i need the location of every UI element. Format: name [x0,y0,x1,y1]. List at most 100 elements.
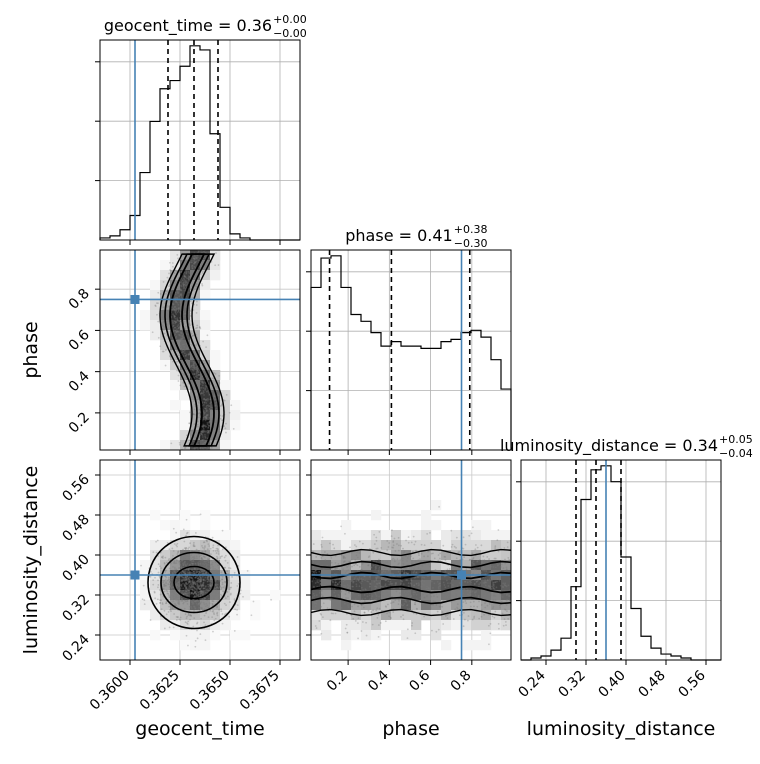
density-bin [230,420,241,431]
sample-point [331,580,334,583]
sample-point [172,562,175,564]
sample-point [468,591,471,594]
sample-point [427,563,430,566]
density-bin [180,530,191,541]
sample-point [236,604,239,607]
sample-point [466,619,469,622]
sample-point [415,549,417,552]
sample-point [176,583,179,586]
sample-point [420,585,423,588]
sample-point [218,569,221,571]
sample-point [180,572,183,574]
sample-point [376,575,379,578]
sample-point [178,326,181,329]
sample-point [185,583,188,586]
sample-point [176,311,179,314]
sample-point [352,585,354,588]
sample-point [202,584,205,586]
sample-point [375,536,378,539]
sample-point [183,561,186,564]
sample-point [209,593,211,596]
sample-point [362,578,365,581]
sample-point [196,374,199,377]
sample-point [211,591,214,594]
sample-point [161,556,163,558]
sample-point [178,599,181,602]
sample-point [375,577,378,580]
sample-point [361,621,364,623]
sample-point [329,599,332,601]
sample-point [207,426,210,428]
sample-point [192,592,195,595]
sample-point [387,603,389,606]
density-bin [311,610,322,621]
sample-point [180,331,182,334]
sample-point [499,594,502,597]
density-bin [180,250,191,261]
sample-point [166,317,169,319]
density-bin [321,620,332,631]
sample-point [213,619,216,622]
density-bin [190,600,201,611]
sample-point [183,275,186,278]
sample-point [329,579,332,582]
density-bin [411,620,422,631]
density-bin [190,640,201,651]
sample-point [334,583,336,586]
sample-point [196,575,199,578]
sample-point [360,603,363,606]
sample-point [212,431,215,434]
sample-point [169,608,171,611]
sample-point [199,513,202,516]
sample-point [169,596,172,599]
sample-point [221,415,224,417]
sample-point [192,366,194,369]
sample-point [191,356,194,359]
density-bin [170,590,181,601]
sample-point [186,277,188,280]
density-bin [381,610,392,621]
sample-point [182,593,185,595]
density-bin [401,630,412,641]
sample-point [202,381,205,384]
sample-point [171,302,174,305]
sample-point [182,528,185,531]
density-bin [431,590,442,601]
sample-point [172,309,175,312]
sample-point [391,546,394,549]
density-bin [210,250,221,261]
sample-point [219,557,222,560]
sample-point [179,334,181,337]
sample-point [189,559,191,562]
sample-point [323,588,325,591]
sample-point [203,411,206,414]
sample-point [184,312,187,315]
sample-point [199,595,202,597]
sample-point [498,579,501,582]
sample-point [193,606,196,609]
sample-point [165,602,168,605]
sample-point [201,283,203,285]
density-bin [190,350,201,361]
density-bin [311,580,322,591]
sample-point [172,626,175,629]
sample-point [187,587,190,590]
density-bin [190,540,201,551]
sample-point [470,581,473,584]
sample-point [168,285,170,288]
sample-point [191,588,194,591]
sample-point [198,588,201,591]
density-bin [461,640,472,651]
sample-point [215,409,218,412]
sample-point [175,313,178,315]
density-bin [220,550,231,561]
density-bin [160,350,171,361]
sample-point [469,590,472,593]
sample-point [203,250,205,253]
sample-point [185,582,188,585]
sample-point [339,578,341,580]
sample-point [172,569,175,572]
sample-point [361,563,364,565]
sample-point [399,595,402,597]
sample-point [202,391,205,394]
